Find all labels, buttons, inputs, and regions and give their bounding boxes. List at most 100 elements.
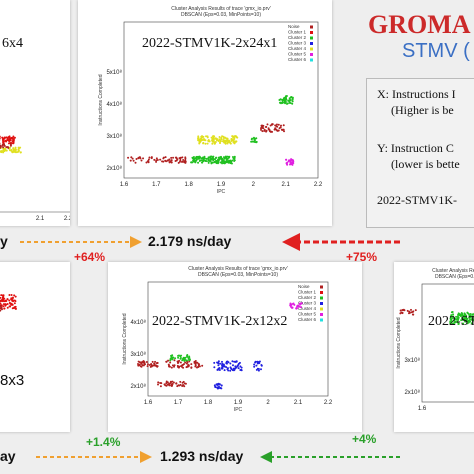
legend-label: Cluster 1 [288, 30, 307, 35]
cluster-point [209, 159, 212, 162]
cluster-point [230, 162, 233, 165]
legend-label: Cluster 4 [298, 306, 317, 311]
legend-label: Cluster 6 [288, 57, 307, 62]
cluster-point [296, 305, 299, 308]
cluster-point [197, 136, 200, 139]
plot: Cluster Analysis Results of trace 'gmx_i… [98, 6, 323, 195]
x-tick-label: 2 [266, 400, 270, 406]
cluster-point [13, 302, 16, 305]
cluster-point [222, 140, 225, 143]
subtitle: STMV ( [402, 40, 470, 62]
y-tick-label: 2x10⁸ [106, 165, 122, 172]
cluster-point [253, 363, 256, 366]
cluster-point [458, 313, 461, 316]
cluster-point [0, 137, 1, 140]
cluster-point [449, 316, 452, 319]
cluster-point [300, 302, 303, 305]
x-tick-label: 1.7 [174, 400, 183, 406]
cluster-point [205, 135, 208, 138]
cluster-point [4, 139, 7, 142]
cluster-point [290, 158, 293, 161]
legend-swatch [310, 31, 313, 34]
cluster-point [254, 361, 257, 364]
cluster-point [456, 315, 459, 318]
cluster-point [210, 136, 213, 139]
cluster-point [167, 363, 170, 366]
cluster-point [226, 367, 229, 370]
cluster-point [11, 140, 14, 143]
cluster-point [127, 156, 130, 159]
cluster-point [277, 123, 280, 126]
x-tick-label: 2.2 [64, 216, 70, 222]
cluster-point [226, 155, 229, 158]
legend-label: Cluster 4 [288, 46, 307, 51]
cluster-point [19, 146, 22, 149]
cluster-point [282, 128, 285, 131]
cluster-point [253, 365, 256, 368]
cluster-point [240, 366, 243, 369]
cluster-point [148, 156, 151, 159]
cluster-point [14, 305, 17, 308]
cluster-point [224, 155, 227, 158]
cluster-point [170, 156, 173, 159]
cluster-point [290, 161, 293, 164]
cluster-point [186, 355, 189, 358]
panel-title: 2022-STMV1 [428, 314, 474, 329]
cluster-point [291, 302, 294, 305]
cluster-point [466, 322, 469, 325]
x-tick-label: 1.7 [152, 182, 161, 188]
cluster-point [275, 123, 278, 126]
legend-label: Cluster 1 [298, 290, 317, 295]
cluster-point [5, 303, 8, 306]
cluster-point [220, 360, 223, 363]
legend-label: Cluster 3 [298, 301, 317, 306]
cluster-point [216, 368, 219, 371]
cluster-point [207, 161, 210, 164]
cluster-point [213, 384, 216, 387]
cluster-point [154, 360, 157, 363]
cluster-point [169, 358, 172, 361]
plot-frame [421, 283, 474, 403]
cluster-point [165, 380, 168, 383]
cluster-point [456, 318, 459, 321]
cluster-point [176, 362, 179, 365]
cluster-point [181, 385, 184, 388]
cluster-point [134, 161, 137, 164]
cluster-point [457, 316, 460, 319]
plot: Cluster Analysis Results of trace 'gmx_i… [122, 266, 333, 413]
cluster-point [261, 124, 264, 127]
cluster-point [236, 136, 239, 139]
cluster-point [177, 161, 180, 164]
cluster-point [450, 311, 453, 314]
cluster-point [469, 313, 472, 316]
cluster-point [151, 360, 154, 363]
cluster-point [129, 159, 132, 162]
cluster-point [257, 369, 260, 372]
cluster-point [178, 359, 181, 362]
cluster-point [229, 160, 232, 163]
cluster-point [140, 365, 143, 368]
cluster-point [159, 385, 162, 388]
cluster-point [284, 96, 287, 99]
cluster-point [2, 150, 5, 153]
cluster-point [460, 319, 463, 322]
cluster-point [14, 146, 17, 149]
cluster-point [220, 387, 223, 390]
cluster-point [170, 366, 173, 369]
cluster-point [4, 149, 7, 152]
y-tick-label: 4x10⁸ [130, 319, 146, 326]
cluster-point [176, 364, 179, 367]
cluster-point [169, 381, 172, 384]
cluster-point [168, 365, 171, 368]
x-tick-label: 1.6 [120, 182, 129, 188]
cluster-point [227, 369, 230, 372]
cluster-point [198, 363, 201, 366]
cluster-point [261, 126, 264, 129]
cluster-point [219, 362, 222, 365]
cluster-point [218, 369, 221, 372]
cluster-point [276, 129, 279, 132]
cluster-point [217, 158, 220, 161]
cluster-point [212, 155, 215, 158]
cluster-point [11, 296, 14, 299]
plot-title: DBSCAN (Eps=0.03, MinPoints=10) [198, 272, 278, 278]
